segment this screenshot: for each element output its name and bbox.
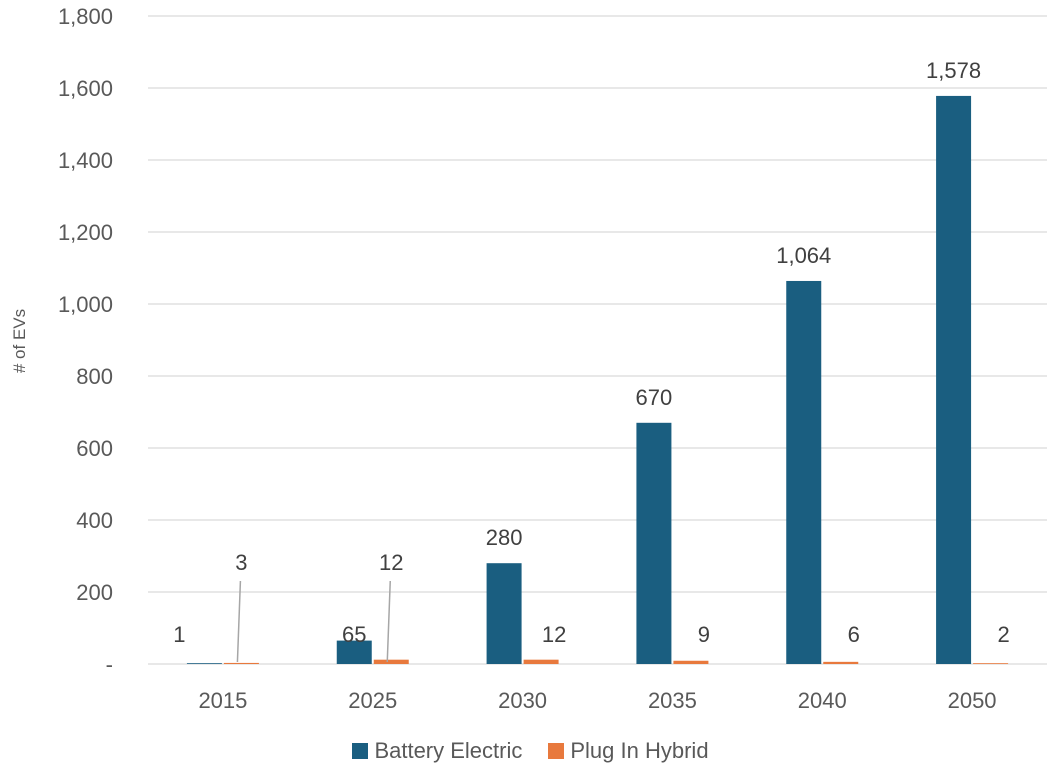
bar-plug-in-hybrid <box>523 659 559 664</box>
bar-plug-in-hybrid <box>973 663 1009 664</box>
leader-line <box>236 580 242 663</box>
bar-battery-electric <box>936 95 972 665</box>
y-tick-label: 200 <box>76 580 113 605</box>
data-label: 65 <box>342 622 366 647</box>
legend-swatch-plug-in-hybrid <box>548 743 565 759</box>
bar-plug-in-hybrid <box>223 662 259 664</box>
data-label: 280 <box>486 525 523 550</box>
legend-label-battery-electric: Battery Electric <box>374 738 523 763</box>
data-label: 12 <box>542 622 566 647</box>
y-tick-label: 1,000 <box>58 292 113 317</box>
data-label: 1,064 <box>776 243 831 268</box>
legend-swatch-battery-electric <box>352 743 369 759</box>
data-label: 3 <box>235 550 247 575</box>
data-label: 670 <box>636 385 673 410</box>
data-label: 6 <box>848 622 860 647</box>
x-tick-label: 2030 <box>498 688 547 713</box>
bar-battery-electric <box>636 422 672 664</box>
y-axis-tick-labels: - 200 400 600 800 1,000 1,200 1,400 1,600 1,800 <box>58 4 113 677</box>
bar-battery-electric <box>186 663 222 664</box>
leader-line <box>386 580 391 663</box>
y-tick-label: 1,800 <box>58 4 113 29</box>
legend-item-plug-in-hybrid: Plug In Hybrid <box>548 738 709 764</box>
y-tick-label: 800 <box>76 364 113 389</box>
gridlines <box>148 15 1047 665</box>
x-tick-label: 2015 <box>198 688 247 713</box>
data-label: 1,578 <box>926 58 981 83</box>
legend: Battery Electric Plug In Hybrid <box>0 738 1061 764</box>
data-label: 9 <box>698 622 710 647</box>
y-tick-label: 1,200 <box>58 220 113 245</box>
data-label: 1 <box>173 622 185 647</box>
x-tick-label: 2050 <box>948 688 997 713</box>
x-tick-label: 2040 <box>798 688 847 713</box>
data-label: 2 <box>997 622 1009 647</box>
y-tick-label: 600 <box>76 436 113 461</box>
bars <box>186 95 1009 665</box>
x-axis-tick-labels: 2015 2025 2030 2035 2040 2050 <box>198 688 996 713</box>
y-axis-title: # of EVs <box>10 309 29 373</box>
x-tick-label: 2035 <box>648 688 697 713</box>
data-labels: 1 3 65 12 280 12 670 9 1,064 6 1,578 2 <box>173 58 1010 663</box>
legend-label-plug-in-hybrid: Plug In Hybrid <box>570 738 709 763</box>
legend-item-battery-electric: Battery Electric <box>352 738 522 764</box>
data-label: 12 <box>379 550 403 575</box>
bar-battery-electric <box>486 563 522 664</box>
y-tick-label: 400 <box>76 508 113 533</box>
y-tick-label: - <box>106 652 113 677</box>
y-tick-label: 1,600 <box>58 76 113 101</box>
bar-plug-in-hybrid <box>823 661 859 664</box>
x-tick-label: 2025 <box>348 688 397 713</box>
bar-battery-electric <box>336 640 372 664</box>
bar-plug-in-hybrid <box>673 660 709 664</box>
bar-plug-in-hybrid <box>373 659 409 664</box>
bar-battery-electric <box>786 280 822 664</box>
y-tick-label: 1,400 <box>58 148 113 173</box>
